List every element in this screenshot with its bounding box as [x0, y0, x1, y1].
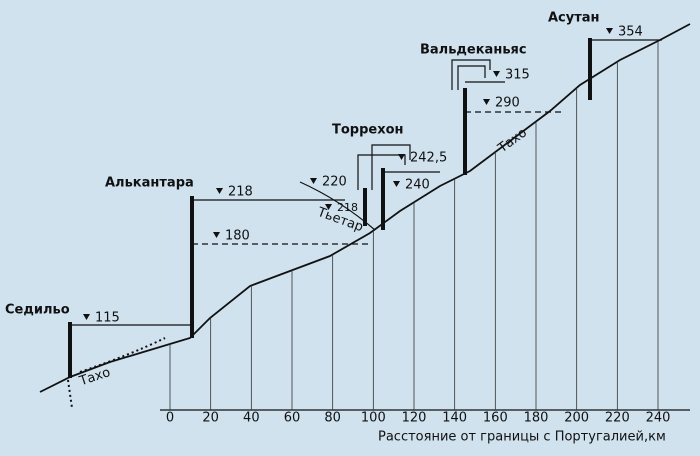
level-marker	[325, 204, 332, 210]
x-tick-label: 180	[524, 411, 549, 426]
pipe	[451, 59, 491, 90]
riverbed	[39, 23, 691, 393]
reservoir-dotted	[67, 337, 166, 409]
pipe	[357, 144, 411, 190]
level-label: 180	[225, 229, 250, 244]
x-tick-label: 220	[605, 411, 630, 426]
tributary-line	[299, 181, 376, 231]
x-tick-label: 20	[202, 411, 219, 426]
level-label: 115	[95, 311, 120, 326]
level-marker	[493, 71, 500, 77]
axis-label: Расстояние от границы с Португалией,км	[378, 430, 666, 445]
x-tick-label: 80	[324, 411, 341, 426]
level-marker	[398, 154, 405, 160]
dam-name: Асутан	[548, 11, 600, 26]
level-label: 315	[505, 68, 530, 83]
level-label: 240	[405, 178, 430, 193]
level-marker	[606, 28, 613, 34]
x-tick-label: 120	[402, 411, 427, 426]
level-label: 218	[228, 185, 253, 200]
x-tick-label: 200	[564, 411, 589, 426]
x-tick-label: 140	[442, 411, 467, 426]
level-marker	[483, 99, 490, 105]
level-label: 354	[618, 25, 643, 40]
x-tick-label: 60	[284, 411, 301, 426]
level-label: 220	[322, 175, 347, 190]
river-label: Тахо	[77, 365, 113, 389]
x-tick-label: 160	[483, 411, 508, 426]
level-label: 218	[337, 201, 358, 214]
level-marker	[216, 188, 223, 194]
dam-name: Вальдеканьяс	[420, 43, 527, 58]
dam-name: Алькантара	[105, 176, 194, 191]
dam-name: Седильо	[5, 303, 70, 318]
level-label: 242,5	[410, 151, 447, 166]
x-tick-label: 40	[243, 411, 260, 426]
dams	[68, 38, 592, 378]
x-tick-label: 100	[361, 411, 386, 426]
x-tick-label: 0	[166, 411, 174, 426]
level-marker	[393, 181, 400, 187]
x-tick-label: 240	[646, 411, 671, 426]
level-marker	[213, 232, 220, 238]
level-label: 290	[495, 96, 520, 111]
water-levels	[70, 39, 662, 326]
level-marker	[83, 314, 90, 320]
dam-name: Торрехон	[332, 123, 404, 138]
level-marker	[310, 178, 317, 184]
